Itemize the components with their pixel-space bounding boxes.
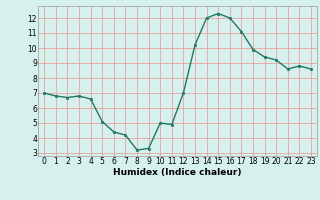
X-axis label: Humidex (Indice chaleur): Humidex (Indice chaleur) <box>113 168 242 177</box>
